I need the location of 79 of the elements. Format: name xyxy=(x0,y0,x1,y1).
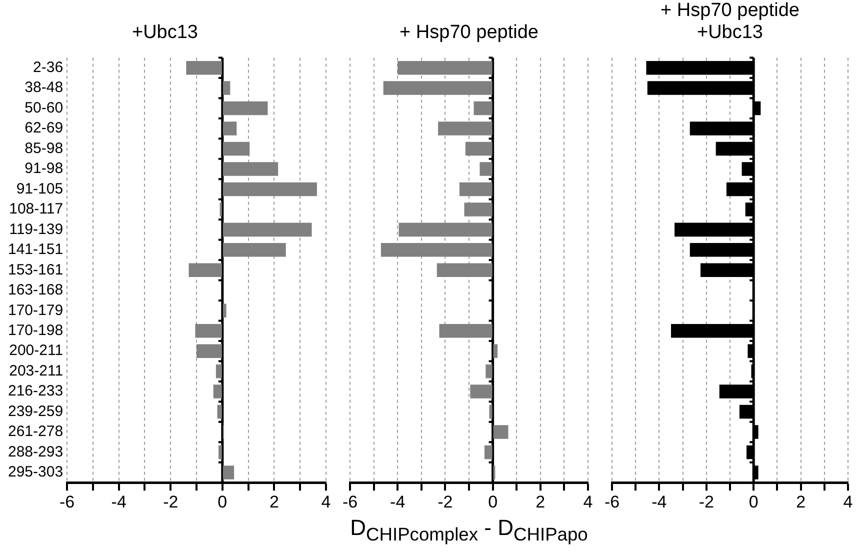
bar xyxy=(484,445,492,460)
bar xyxy=(439,324,492,338)
bar xyxy=(222,142,250,156)
bar xyxy=(486,364,492,378)
bar xyxy=(222,304,226,318)
bar xyxy=(398,60,492,75)
bar xyxy=(213,384,222,398)
y-tick-label: 38-48 xyxy=(24,79,64,96)
bar xyxy=(470,384,492,398)
bar xyxy=(464,202,492,216)
bar xyxy=(218,445,222,460)
bar xyxy=(216,364,222,378)
bar xyxy=(493,425,508,439)
y-tick-label: 288-293 xyxy=(8,443,64,460)
y-tick-label: 119-139 xyxy=(9,220,64,238)
chart-title: +Ubc13 xyxy=(132,22,198,44)
x-tick-label: 4 xyxy=(321,492,331,512)
y-tick-label: 295-303 xyxy=(8,464,64,481)
bar xyxy=(222,466,234,480)
bar xyxy=(222,222,312,237)
x-tick-label: 4 xyxy=(843,492,853,512)
x-tick-label: -2 xyxy=(163,492,178,512)
y-tick-label: 170-179 xyxy=(8,302,64,319)
x-tick-label: 2 xyxy=(536,492,546,512)
bar xyxy=(436,263,492,278)
bar xyxy=(195,324,222,338)
bar xyxy=(186,60,222,75)
bar xyxy=(217,404,222,419)
y-tick-label: 203-211 xyxy=(9,362,64,380)
bar xyxy=(188,263,222,278)
y-tick-label: 141-151 xyxy=(8,241,64,258)
bar xyxy=(474,101,492,116)
y-tick-label: 91-98 xyxy=(24,160,64,178)
bar xyxy=(222,101,268,116)
bar xyxy=(196,344,222,358)
bar xyxy=(222,81,230,95)
x-tick-label: 0 xyxy=(218,492,228,512)
chart-title: + Hsp70 peptide +Ubc13 xyxy=(660,0,800,44)
bar xyxy=(480,162,492,176)
y-tick-label: 108-117 xyxy=(9,200,64,218)
y-tick-label: 200-211 xyxy=(9,342,64,360)
x-tick-label: -4 xyxy=(111,492,126,512)
y-tick-label: 85-98 xyxy=(24,140,64,157)
y-tick-label: 91-105 xyxy=(16,180,64,198)
x-tick-label: 0 xyxy=(748,492,758,512)
bar xyxy=(380,243,492,257)
y-tick-label: 50-60 xyxy=(24,99,64,116)
x-tick-label: -4 xyxy=(390,492,406,512)
x-tick-label: 2 xyxy=(796,492,806,512)
y-tick-label: 163-168 xyxy=(8,282,64,299)
bar xyxy=(438,122,492,136)
y-tick-label: 216-233 xyxy=(8,382,64,400)
bar xyxy=(222,243,286,257)
x-tick-label: -4 xyxy=(652,492,667,512)
bar xyxy=(459,182,492,196)
y-tick-label: 153-161 xyxy=(8,261,64,278)
x-tick-label: -2 xyxy=(698,492,714,512)
bar xyxy=(465,142,492,156)
y-tick-label: 261-278 xyxy=(8,423,64,440)
bar xyxy=(383,81,492,95)
bar xyxy=(398,222,492,237)
x-tick-label: -2 xyxy=(438,492,453,512)
y-tick-label: 2-36 xyxy=(33,58,64,76)
bar xyxy=(222,162,278,176)
y-tick-label: 170-198 xyxy=(8,322,64,339)
x-axis-title: D$_{CHIPcomplex}$ - D$_{CHIPapo}$ xyxy=(349,515,589,546)
bar xyxy=(222,182,317,196)
x-tick-label: -6 xyxy=(342,492,358,512)
bar xyxy=(489,404,492,419)
x-tick-label: 2 xyxy=(269,492,279,512)
chart-title: + Hsp70 peptide xyxy=(400,22,538,44)
y-tick-label: 239-259 xyxy=(8,402,64,420)
x-tick-label: 0 xyxy=(488,492,498,512)
bar xyxy=(222,122,237,136)
x-tick-label: -6 xyxy=(59,492,75,512)
x-tick-label: 4 xyxy=(583,492,593,512)
x-tick-label: -6 xyxy=(604,492,620,512)
bar xyxy=(493,344,498,358)
y-tick-label: 62-69 xyxy=(24,120,64,137)
